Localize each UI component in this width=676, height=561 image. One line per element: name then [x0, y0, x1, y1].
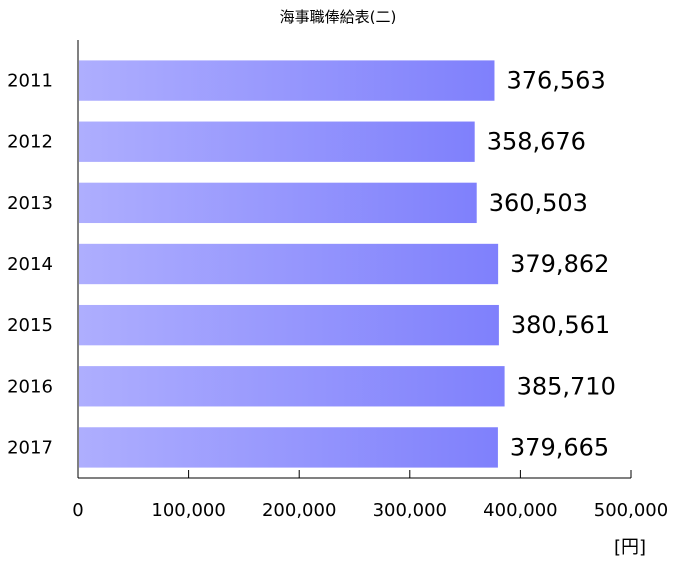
value-label-2013: 360,503 [489, 189, 588, 217]
axes [77, 40, 631, 479]
value-label-2011: 376,563 [506, 67, 605, 95]
x-tick-label: 100,000 [151, 500, 225, 521]
value-label-2014: 379,862 [510, 250, 609, 278]
bar-2017 [79, 427, 498, 468]
bar-2013 [79, 182, 477, 224]
bar-2015 [79, 304, 499, 346]
category-label-2017: 2017 [7, 437, 53, 458]
bars-layer [79, 60, 505, 468]
category-label-2016: 2016 [7, 376, 53, 397]
x-axis-ticks: 0 100,000 200,000 300,000 400,000 500,000 [72, 470, 668, 521]
x-tick-label: 0 [72, 500, 83, 521]
category-label-2014: 2014 [7, 254, 53, 275]
bar-2016 [79, 366, 505, 407]
category-labels: 2011 2012 2013 2014 2015 2016 2017 [7, 71, 53, 459]
category-label-2013: 2013 [7, 193, 53, 214]
value-labels: 376,563 358,676 360,503 379,862 380,561 385,7… [487, 67, 616, 462]
bar-2014 [79, 243, 499, 285]
value-label-2015: 380,561 [511, 311, 610, 339]
x-tick-label: 200,000 [262, 500, 336, 521]
category-label-2011: 2011 [7, 71, 53, 92]
category-label-2012: 2012 [7, 132, 53, 153]
value-label-2017: 379,665 [510, 433, 609, 461]
x-tick-label: 400,000 [483, 500, 557, 521]
x-axis-unit-label: [円] [614, 537, 646, 558]
category-label-2015: 2015 [7, 315, 53, 336]
bar-2012 [79, 121, 475, 162]
value-label-2012: 358,676 [487, 128, 586, 156]
bar-2011 [79, 60, 495, 101]
x-tick-label: 300,000 [373, 500, 447, 521]
x-tick-label: 500,000 [594, 500, 668, 521]
value-label-2016: 385,710 [517, 372, 616, 400]
chart-title: 海事職俸給表(二) [280, 8, 397, 26]
